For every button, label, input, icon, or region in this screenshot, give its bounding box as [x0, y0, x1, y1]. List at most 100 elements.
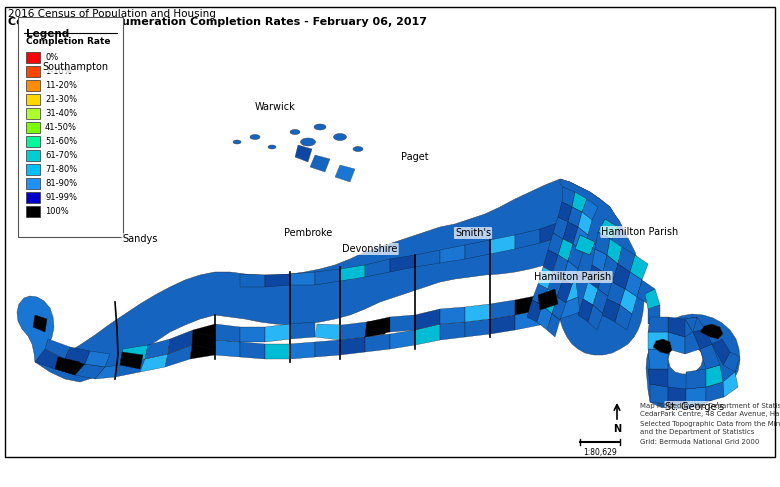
Polygon shape [190, 340, 215, 359]
Polygon shape [668, 387, 686, 405]
Text: Sandys: Sandys [122, 234, 158, 244]
Polygon shape [562, 187, 575, 207]
Polygon shape [310, 155, 330, 172]
Polygon shape [598, 272, 614, 297]
Polygon shape [35, 349, 65, 369]
Bar [26, 52, 40, 63]
Polygon shape [592, 249, 607, 272]
Polygon shape [540, 222, 560, 243]
Polygon shape [192, 324, 215, 345]
Polygon shape [618, 247, 635, 272]
Text: Selected Topographic Data from the Ministry of Public Works: Selected Topographic Data from the Minis… [640, 421, 780, 427]
Polygon shape [582, 199, 598, 220]
Polygon shape [340, 322, 367, 340]
Polygon shape [630, 255, 648, 280]
Bar [26, 192, 40, 203]
Polygon shape [17, 296, 54, 362]
Polygon shape [527, 300, 542, 322]
Polygon shape [558, 282, 578, 304]
Polygon shape [540, 289, 560, 310]
Polygon shape [648, 305, 660, 324]
Polygon shape [140, 354, 168, 372]
Polygon shape [55, 357, 80, 375]
Text: Devonshire: Devonshire [342, 244, 398, 254]
Polygon shape [650, 384, 668, 404]
Text: 51-60%: 51-60% [45, 137, 77, 146]
Polygon shape [240, 274, 265, 287]
Polygon shape [706, 365, 723, 387]
Polygon shape [547, 314, 560, 337]
Polygon shape [593, 289, 609, 314]
Polygon shape [648, 349, 668, 369]
Polygon shape [538, 267, 553, 289]
Text: N: N [613, 424, 621, 434]
Polygon shape [365, 319, 388, 337]
Polygon shape [553, 255, 568, 279]
Bar [26, 66, 40, 77]
Polygon shape [465, 304, 490, 322]
Polygon shape [560, 297, 580, 319]
Polygon shape [706, 382, 724, 402]
Polygon shape [563, 222, 578, 244]
Bar [26, 122, 40, 133]
Polygon shape [490, 300, 515, 319]
Polygon shape [415, 309, 440, 330]
Polygon shape [120, 345, 148, 365]
Bar [26, 80, 40, 91]
Text: 71-80%: 71-80% [45, 165, 77, 174]
Polygon shape [558, 239, 573, 261]
Bar [26, 108, 40, 119]
Text: 81-90%: 81-90% [45, 179, 77, 188]
Bar [26, 136, 40, 147]
Polygon shape [120, 352, 143, 369]
Polygon shape [553, 217, 568, 239]
Polygon shape [648, 317, 668, 332]
Polygon shape [115, 359, 145, 377]
Polygon shape [578, 299, 593, 322]
Polygon shape [538, 289, 558, 310]
Polygon shape [290, 322, 315, 339]
Polygon shape [65, 347, 90, 364]
Polygon shape [685, 332, 700, 354]
Bar [26, 150, 40, 161]
Text: 2016 Census of Population and Housing: 2016 Census of Population and Housing [8, 9, 216, 19]
Polygon shape [588, 305, 603, 330]
Text: 21-30%: 21-30% [45, 95, 77, 104]
Polygon shape [145, 339, 170, 359]
Text: Pembroke: Pembroke [284, 228, 332, 238]
Polygon shape [192, 332, 215, 349]
Ellipse shape [250, 134, 260, 139]
Polygon shape [648, 332, 668, 349]
Text: 0%: 0% [45, 53, 58, 62]
Ellipse shape [300, 138, 315, 146]
Text: Grid: Bermuda National Grid 2000: Grid: Bermuda National Grid 2000 [640, 439, 760, 445]
Text: Paget: Paget [401, 152, 429, 162]
Polygon shape [686, 387, 706, 405]
Polygon shape [693, 329, 712, 349]
Polygon shape [390, 315, 415, 332]
Polygon shape [645, 289, 660, 309]
Polygon shape [340, 337, 365, 355]
Polygon shape [440, 245, 465, 263]
Polygon shape [290, 342, 315, 359]
Polygon shape [588, 265, 603, 289]
Polygon shape [558, 179, 644, 355]
Polygon shape [168, 330, 193, 354]
Text: 31-40%: 31-40% [45, 109, 77, 118]
Polygon shape [723, 352, 740, 372]
Text: 11-20%: 11-20% [45, 81, 77, 90]
Polygon shape [515, 295, 540, 315]
Polygon shape [602, 299, 620, 322]
Polygon shape [33, 315, 47, 332]
Polygon shape [55, 359, 85, 375]
Polygon shape [637, 280, 655, 305]
Polygon shape [685, 317, 705, 332]
Polygon shape [607, 282, 625, 305]
Polygon shape [548, 233, 563, 255]
Bar [26, 164, 40, 175]
Polygon shape [603, 255, 618, 280]
Polygon shape [365, 334, 390, 352]
Polygon shape [563, 261, 578, 285]
Polygon shape [215, 340, 240, 357]
Polygon shape [35, 179, 620, 382]
